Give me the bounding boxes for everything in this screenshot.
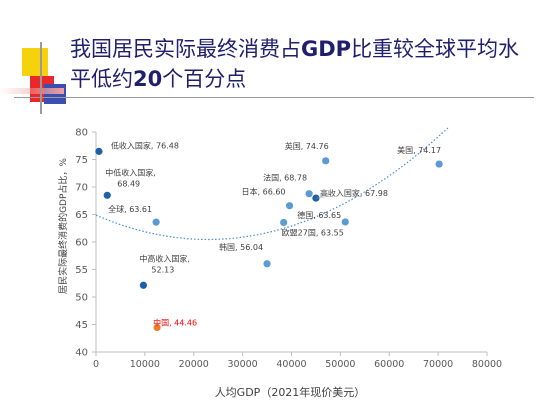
y-tick-label: 45 [75, 320, 88, 331]
chart-axes: 40 45 50 55 60 65 70 75 80 0 10000 20000 30000 40000 5… [75, 128, 502, 371]
title-part-2: GDP [301, 37, 352, 61]
data-label: 中高收入国家, 52.13 [139, 253, 190, 274]
data-point [95, 147, 103, 155]
data-label-line: 德国, 63.65 [297, 210, 341, 220]
x-tick-label: 30000 [228, 359, 258, 370]
data-label-line: 中国, 44.46 [153, 317, 197, 327]
y-tick-label: 50 [75, 293, 88, 304]
x-tick-label: 0 [93, 359, 99, 370]
x-tick-label: 80000 [472, 359, 502, 370]
data-label-line: 日本, 66.60 [242, 187, 286, 197]
data-point [153, 323, 161, 332]
consumption-share-scatter-chart: 40 45 50 55 60 65 70 75 80 0 10000 20000 30000 40000 5… [57, 128, 502, 400]
data-label-line: 欧盟27国, 63.55 [282, 227, 344, 237]
deco-blue-square [44, 84, 66, 104]
data-point [139, 281, 148, 289]
x-tick-label: 70000 [423, 359, 453, 370]
data-label-line: 52.13 [151, 265, 174, 274]
data-label-line: 英国, 74.76 [285, 141, 329, 151]
y-tick-label: 75 [75, 155, 88, 166]
data-label: 德国, 63.65 [297, 210, 341, 220]
x-tick-label: 40000 [276, 359, 306, 370]
data-label-line: 68.49 [117, 179, 140, 188]
data-label-line: 中低收入国家, [105, 167, 156, 177]
y-tick-label: 55 [75, 265, 88, 276]
y-tick-label: 70 [75, 183, 88, 194]
x-tick-label: 60000 [374, 359, 404, 370]
title-part-3: 比重较全球平均水平低约 [70, 37, 520, 91]
deco-yellow-square [22, 48, 48, 76]
y-tick-label: 60 [75, 238, 88, 249]
y-tick-label: 80 [75, 128, 88, 139]
data-label-line: 中高收入国家, [139, 253, 190, 263]
data-label: 美国, 74.17 [397, 145, 441, 155]
data-label: 法国, 68.78 [263, 173, 307, 183]
data-point [152, 218, 160, 226]
data-point [341, 218, 349, 226]
data-point [305, 190, 313, 198]
data-label: 高收入国家, 67.98 [320, 188, 388, 198]
y-axis-label: 居民实际最终消费的GDP占比，% [57, 158, 69, 294]
deco-horizontal-line [14, 97, 534, 98]
deco-gradient-bar [0, 88, 64, 94]
data-label: 中低收入国家, 68.49 [105, 167, 156, 188]
data-label-line: 韩国, 56.04 [219, 242, 263, 252]
title-part-4: 20 [133, 67, 163, 91]
x-axis-label: 人均GDP（2021年现价美元） [215, 385, 366, 399]
data-point [435, 160, 443, 168]
x-tick-label: 50000 [325, 359, 355, 370]
label-leader-line [315, 195, 330, 199]
data-points-group: 低收入国家, 76.48 中低收入国家, 68.49 中高收入国家, 52.13 高收入国… [95, 140, 443, 332]
y-tick-label: 65 [75, 210, 88, 221]
data-label-line: 美国, 74.17 [397, 145, 441, 155]
data-label: 欧盟27国, 63.55 [282, 227, 344, 237]
x-tick-label: 10000 [130, 359, 160, 370]
title-part-5: 个百分点 [162, 67, 247, 91]
data-label: 中国, 44.46 [153, 317, 197, 327]
slide-title: 我国居民实际最终消费占GDP比重较全球平均水平低约20个百分点 [70, 34, 540, 94]
data-label-line: 高收入国家, 67.98 [320, 188, 388, 198]
data-label: 韩国, 56.04 [219, 242, 263, 252]
data-point [103, 191, 111, 199]
data-label-line: 全球, 63.61 [108, 204, 152, 214]
x-tick-label: 20000 [179, 359, 209, 370]
data-label: 日本, 66.60 [242, 187, 286, 197]
deco-vertical-line [40, 42, 42, 114]
data-label: 全球, 63.61 [108, 204, 152, 214]
data-label: 低收入国家, 76.48 [111, 140, 179, 150]
data-label: 英国, 74.76 [285, 141, 329, 151]
y-tick-label: 40 [75, 348, 88, 359]
data-label-line: 低收入国家, 76.48 [111, 140, 179, 150]
data-point [322, 157, 330, 165]
data-point [285, 202, 294, 210]
data-label-line: 法国, 68.78 [263, 173, 307, 183]
title-part-1: 我国居民实际最终消费占 [70, 37, 301, 61]
